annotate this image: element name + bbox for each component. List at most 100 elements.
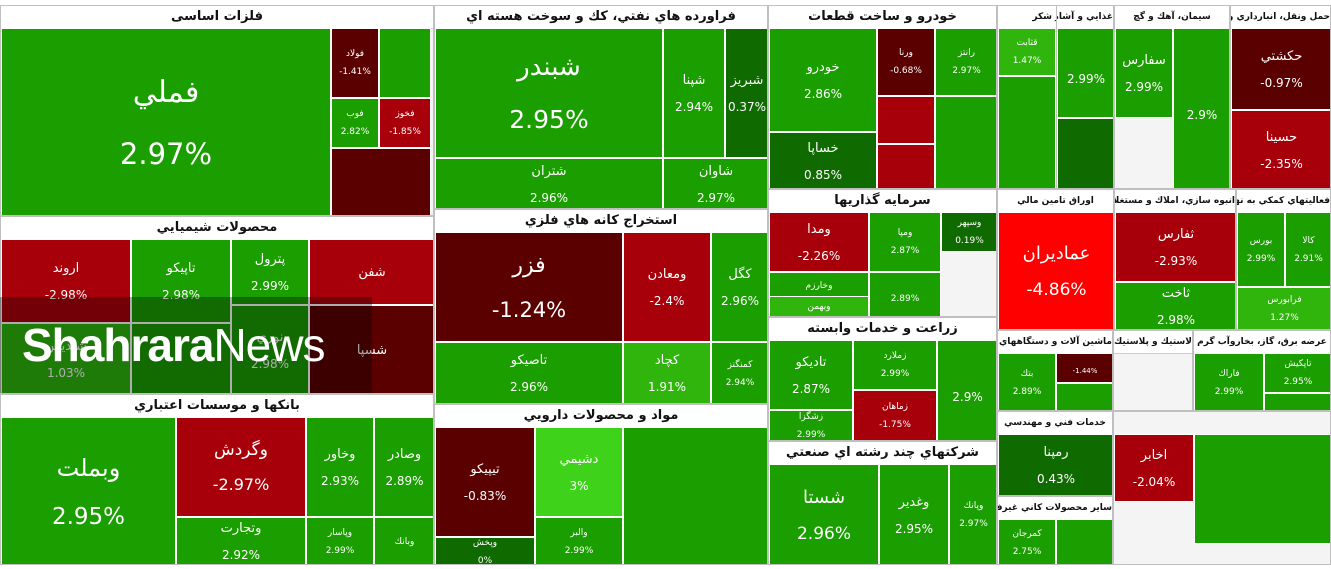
stock-tile[interactable] — [379, 28, 431, 98]
stock-tile[interactable]: ومعادن -2.4% — [623, 232, 711, 342]
stock-tile[interactable] — [998, 76, 1056, 188]
stock-tile[interactable]: بورس 2.99% — [1237, 212, 1285, 287]
stock-tile[interactable]: وگردش -2.97% — [176, 417, 306, 517]
stock-change-percent: 2.89% — [1012, 386, 1042, 397]
stock-tile[interactable]: خودرو 2.86% — [769, 28, 877, 132]
stock-change-percent: 2.75% — [1012, 546, 1042, 557]
stock-tile[interactable]: كگل 2.96% — [711, 232, 767, 342]
stock-tile[interactable]: وصادر 2.89% — [374, 417, 433, 517]
stock-tile[interactable]: شپديس 1.03% — [1, 323, 131, 393]
stock-symbol: شپنا — [682, 72, 706, 88]
stock-tile[interactable]: شپنا 2.94% — [663, 28, 725, 158]
stock-tile[interactable]: فاراك 2.99% — [1194, 353, 1264, 410]
stock-symbol: وخاور — [324, 446, 356, 462]
stock-symbol: وخارزم — [805, 281, 833, 291]
stock-change-percent: 0.43% — [1036, 472, 1076, 486]
stock-tile[interactable]: تاپيكو 2.98% — [131, 239, 231, 323]
stock-tile[interactable]: قثابت 1.47% — [998, 28, 1056, 76]
stock-tile[interactable]: وتجارت 2.92% — [176, 517, 306, 564]
stock-tile[interactable] — [1056, 519, 1112, 564]
stock-tile[interactable]: تيپيكو -0.83% — [435, 427, 535, 537]
stock-tile[interactable]: حكشتي -0.97% — [1231, 28, 1330, 110]
stock-tile[interactable]: زملارد 2.99% — [853, 340, 937, 390]
stock-tile[interactable]: اروند -2.98% — [1, 239, 131, 323]
stock-tile[interactable]: وپانك 2.97% — [949, 464, 996, 564]
stock-tile[interactable]: وسپهر 0.19% — [941, 212, 996, 252]
stock-tile[interactable]: حسينا -2.35% — [1231, 110, 1330, 188]
stock-tile[interactable]: فرابورس 1.27% — [1237, 287, 1330, 329]
stock-tile[interactable]: كالا 2.91% — [1285, 212, 1330, 287]
stock-tile[interactable] — [877, 144, 935, 188]
stock-tile[interactable]: شاوان 2.97% — [663, 158, 767, 208]
stock-tile[interactable]: 2.99% — [1057, 28, 1113, 118]
stock-tile[interactable]: -1.44% — [1056, 353, 1112, 383]
stock-tile[interactable] — [331, 148, 431, 215]
stock-tile[interactable]: شسپا — [309, 305, 433, 393]
stock-tile[interactable]: خساپا 0.85% — [769, 132, 877, 188]
stock-tile[interactable]: دشيمي 3% — [535, 427, 623, 517]
stock-tile[interactable]: سفارس 2.99% — [1115, 28, 1173, 118]
stock-tile[interactable]: فزر -1.24% — [435, 232, 623, 342]
stock-tile[interactable]: عماديران -4.86% — [998, 212, 1113, 329]
stock-tile[interactable] — [877, 96, 935, 144]
stock-tile[interactable]: ثاخت 2.98% — [1115, 282, 1235, 329]
stock-tile[interactable]: فولاد -1.41% — [331, 28, 379, 98]
stock-tile[interactable] — [1194, 434, 1330, 544]
stock-tile[interactable]: زماهان -1.75% — [853, 390, 937, 440]
stock-tile[interactable]: اخابر -2.04% — [1114, 434, 1194, 502]
stock-change-percent: 1.03% — [46, 365, 86, 380]
stock-tile[interactable]: شبندر 2.95% — [435, 28, 663, 158]
stock-tile[interactable]: وپاسار 2.99% — [306, 517, 374, 564]
stock-tile[interactable]: فملي 2.97% — [1, 28, 331, 215]
stock-tile[interactable]: تاديكو 2.87% — [769, 340, 853, 410]
stock-tile[interactable]: تاپكيش 2.95% — [1264, 353, 1330, 393]
stock-tile[interactable]: شبريز 0.37% — [725, 28, 767, 158]
stock-tile[interactable]: ومپا 2.87% — [869, 212, 941, 272]
stock-tile[interactable]: فوب 2.82% — [331, 98, 379, 148]
stock-tile[interactable]: وبانك — [374, 517, 433, 564]
stock-tile[interactable] — [1057, 118, 1113, 188]
stock-tile[interactable]: ومدا -2.26% — [769, 212, 869, 272]
sector-title: عرضه برق، گاز، بخاروآب گرم — [1194, 331, 1330, 354]
stock-tile[interactable]: وپخش 0% — [435, 537, 535, 564]
stock-change-percent: 2.92% — [221, 548, 261, 562]
stock-tile[interactable]: شفن — [309, 239, 433, 305]
stock-tile[interactable]: شتران 2.96% — [435, 158, 663, 208]
stock-symbol: زشگزا — [798, 412, 824, 422]
stock-tile[interactable]: كمرجان 2.75% — [998, 519, 1056, 564]
stock-tile[interactable]: وبملت 2.95% — [1, 417, 176, 564]
stock-tile[interactable] — [1056, 383, 1112, 410]
stock-tile[interactable]: زشگزا 2.99% — [769, 410, 853, 440]
stock-tile[interactable]: كچاد 1.91% — [623, 342, 711, 403]
stock-tile[interactable]: ورنا -0.68% — [877, 28, 935, 96]
stock-tile[interactable] — [935, 96, 996, 188]
stock-tile[interactable]: 2.9% — [1173, 28, 1229, 188]
sector-title: زراعت و خدمات وابسته — [769, 318, 996, 341]
sector-realestate: انبوه سازي، املاك و مستغلات ثفارس -2.93% ثا… — [1114, 189, 1236, 330]
stock-change-percent: 0.19% — [955, 236, 984, 246]
stock-tile[interactable]: بتك 2.89% — [998, 353, 1056, 410]
stock-tile[interactable]: وغدير 2.95% — [879, 464, 949, 564]
sector-refinery: فراورده هاي نفتي، كك و سوخت هسته اي شبندر… — [434, 5, 768, 209]
stock-tile[interactable] — [1264, 393, 1330, 410]
stock-tile[interactable]: وخاور 2.93% — [306, 417, 374, 517]
stock-tile[interactable]: 2.89% — [869, 272, 941, 316]
stock-symbol: تاصيكو — [510, 353, 548, 368]
stock-tile[interactable]: ثفارس -2.93% — [1115, 212, 1235, 282]
stock-tile[interactable]: نوري 2.98% — [231, 305, 309, 393]
stock-tile[interactable]: رانتز 2.97% — [935, 28, 996, 96]
stock-tile[interactable]: وبهمن — [769, 296, 869, 316]
stock-tile[interactable]: 2.9% — [937, 340, 996, 440]
stock-tile[interactable] — [131, 323, 231, 393]
stock-symbol: ومدا — [807, 221, 831, 237]
stock-tile[interactable]: پترول 2.99% — [231, 239, 309, 305]
stock-tile[interactable]: كمنگنز 2.94% — [711, 342, 767, 403]
stock-tile[interactable]: تاصيكو 2.96% — [435, 342, 623, 403]
sector-title: خدمات فني و مهندسي — [998, 412, 1112, 435]
stock-tile[interactable]: رمپنا 0.43% — [998, 434, 1112, 495]
stock-change-percent: 2.99% — [1124, 79, 1164, 94]
stock-tile[interactable]: فخوز -1.85% — [379, 98, 431, 148]
stock-tile[interactable] — [623, 427, 767, 564]
stock-tile[interactable]: شستا 2.96% — [769, 464, 879, 564]
stock-tile[interactable]: والبر 2.99% — [535, 517, 623, 564]
